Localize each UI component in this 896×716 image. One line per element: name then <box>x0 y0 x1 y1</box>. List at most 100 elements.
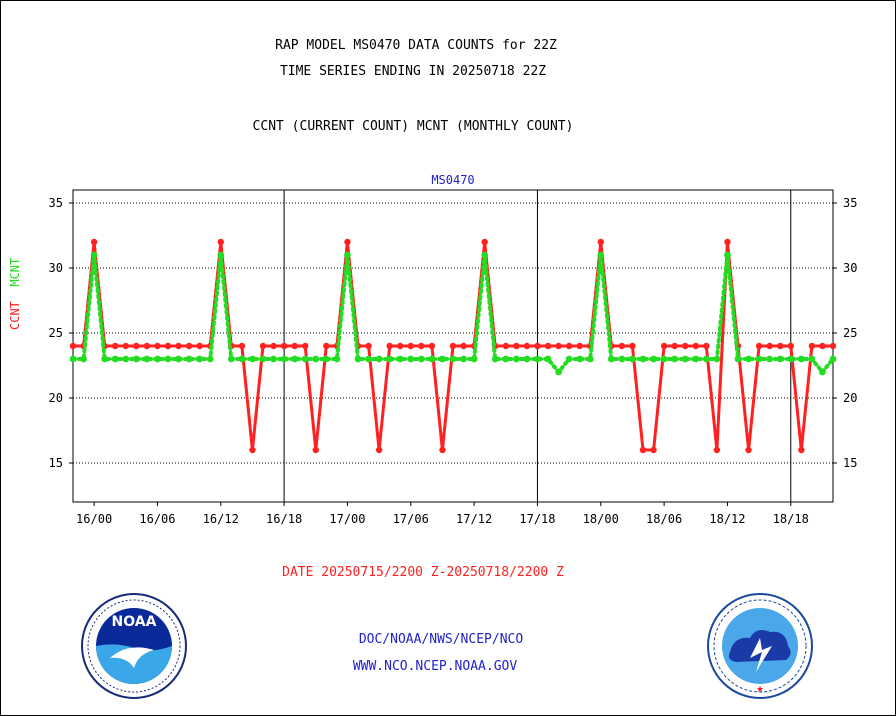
data-point-mcnt <box>639 355 647 363</box>
data-point-mcnt <box>291 355 299 363</box>
data-point-ccnt <box>766 342 773 350</box>
data-point-ccnt <box>407 342 414 350</box>
data-point-ccnt <box>618 342 626 350</box>
data-point-ccnt <box>69 342 77 350</box>
data-point-ccnt <box>692 342 699 350</box>
data-point-ccnt <box>302 342 309 350</box>
data-point-mcnt <box>238 355 246 363</box>
x-tick-label: 18/06 <box>646 512 682 526</box>
data-point-ccnt <box>745 446 752 454</box>
data-point-ccnt <box>597 238 604 246</box>
data-point-ccnt <box>829 342 837 350</box>
data-point-ccnt <box>481 238 488 246</box>
data-point-mcnt <box>175 355 182 363</box>
data-point-ccnt <box>513 342 520 350</box>
data-point-mcnt <box>354 355 362 363</box>
data-point-mcnt <box>797 355 805 363</box>
data-point-ccnt <box>798 446 805 454</box>
data-point-ccnt <box>259 342 267 350</box>
data-point-ccnt <box>375 446 383 454</box>
x-tick-label: 16/00 <box>76 512 112 526</box>
data-point-ccnt <box>291 342 298 350</box>
data-point-mcnt <box>512 355 520 363</box>
data-point-mcnt <box>713 355 721 363</box>
data-point-ccnt <box>755 342 763 350</box>
data-point-ccnt <box>808 342 816 350</box>
data-point-mcnt <box>660 355 668 363</box>
data-point-mcnt <box>439 355 446 363</box>
data-point-ccnt <box>428 342 436 350</box>
data-point-mcnt <box>227 355 235 363</box>
data-point-mcnt <box>428 355 436 363</box>
data-point-mcnt <box>618 355 626 363</box>
data-point-ccnt <box>112 342 119 350</box>
data-point-mcnt <box>196 355 204 363</box>
x-tick-label: 17/00 <box>329 512 365 526</box>
data-point-ccnt <box>122 342 129 350</box>
x-tick-label: 17/18 <box>519 512 555 526</box>
nws-logo: ★ <box>707 593 813 699</box>
data-point-ccnt <box>787 342 794 350</box>
x-tick-label: 17/12 <box>456 512 492 526</box>
data-point-ccnt <box>323 342 330 350</box>
footer-website-link[interactable]: WWW.NCO.NCEP.NOAA.GOV <box>352 659 518 674</box>
y-tick-label-left: 35 <box>49 196 63 210</box>
data-point-ccnt <box>90 238 98 246</box>
data-point-ccnt <box>280 342 288 350</box>
y-tick-label-right: 25 <box>843 326 857 340</box>
data-point-ccnt <box>449 342 457 350</box>
data-point-mcnt <box>386 355 394 363</box>
data-point-mcnt <box>301 355 309 363</box>
data-point-ccnt <box>576 342 583 350</box>
data-point-ccnt <box>819 342 826 350</box>
data-point-mcnt <box>491 355 499 363</box>
data-point-ccnt <box>238 342 246 350</box>
data-point-ccnt <box>460 342 467 350</box>
y-tick-label-right: 15 <box>843 456 857 470</box>
data-point-ccnt <box>312 446 319 454</box>
noaa-logo: NOAA <box>81 593 187 699</box>
data-point-mcnt <box>312 355 320 363</box>
y-tick-label-right: 30 <box>843 261 857 275</box>
data-point-ccnt <box>133 342 140 350</box>
time-series-chart: MS0470 15 15 20 20 25 25 30 30 35 35 16/00 16/06 16/1… <box>49 173 858 526</box>
data-point-mcnt <box>164 355 172 363</box>
y-tick-label-right: 20 <box>843 391 857 405</box>
data-point-ccnt <box>534 342 541 350</box>
data-point-ccnt <box>164 342 172 350</box>
data-point-mcnt <box>523 355 531 363</box>
x-tick-label: 18/00 <box>583 512 619 526</box>
data-point-mcnt <box>565 355 573 363</box>
data-point-mcnt <box>111 355 119 363</box>
data-point-mcnt <box>586 355 594 363</box>
noaa-logo-text: NOAA <box>112 614 157 630</box>
data-point-mcnt <box>681 355 689 363</box>
data-point-ccnt <box>418 342 425 350</box>
footer-doc-link[interactable]: DOC/NOAA/NWS/NCEP/NCO <box>358 632 524 647</box>
data-point-mcnt <box>702 355 710 363</box>
data-point-mcnt <box>502 355 510 363</box>
data-point-mcnt <box>776 355 784 363</box>
data-point-ccnt <box>544 342 552 350</box>
chart-title-line1: RAP MODEL MS0470 DATA COUNTS for 22Z <box>275 38 557 53</box>
data-point-mcnt <box>470 355 478 363</box>
data-point-mcnt <box>80 355 87 363</box>
data-point-mcnt <box>819 368 826 376</box>
data-point-mcnt <box>829 355 837 363</box>
data-point-mcnt <box>544 355 552 363</box>
data-point-mcnt <box>724 251 731 259</box>
data-point-ccnt <box>671 342 678 350</box>
x-tick-label: 18/12 <box>709 512 745 526</box>
data-point-ccnt <box>439 446 446 454</box>
data-point-mcnt <box>460 355 467 363</box>
data-point-ccnt <box>397 342 404 350</box>
data-point-ccnt <box>565 342 573 350</box>
data-point-ccnt <box>365 342 372 350</box>
data-point-mcnt <box>629 355 636 363</box>
data-point-ccnt <box>650 446 657 454</box>
data-point-ccnt <box>777 342 784 350</box>
data-point-mcnt <box>481 251 489 259</box>
data-point-mcnt <box>555 368 562 376</box>
data-point-ccnt <box>185 342 193 350</box>
data-point-mcnt <box>766 355 774 363</box>
